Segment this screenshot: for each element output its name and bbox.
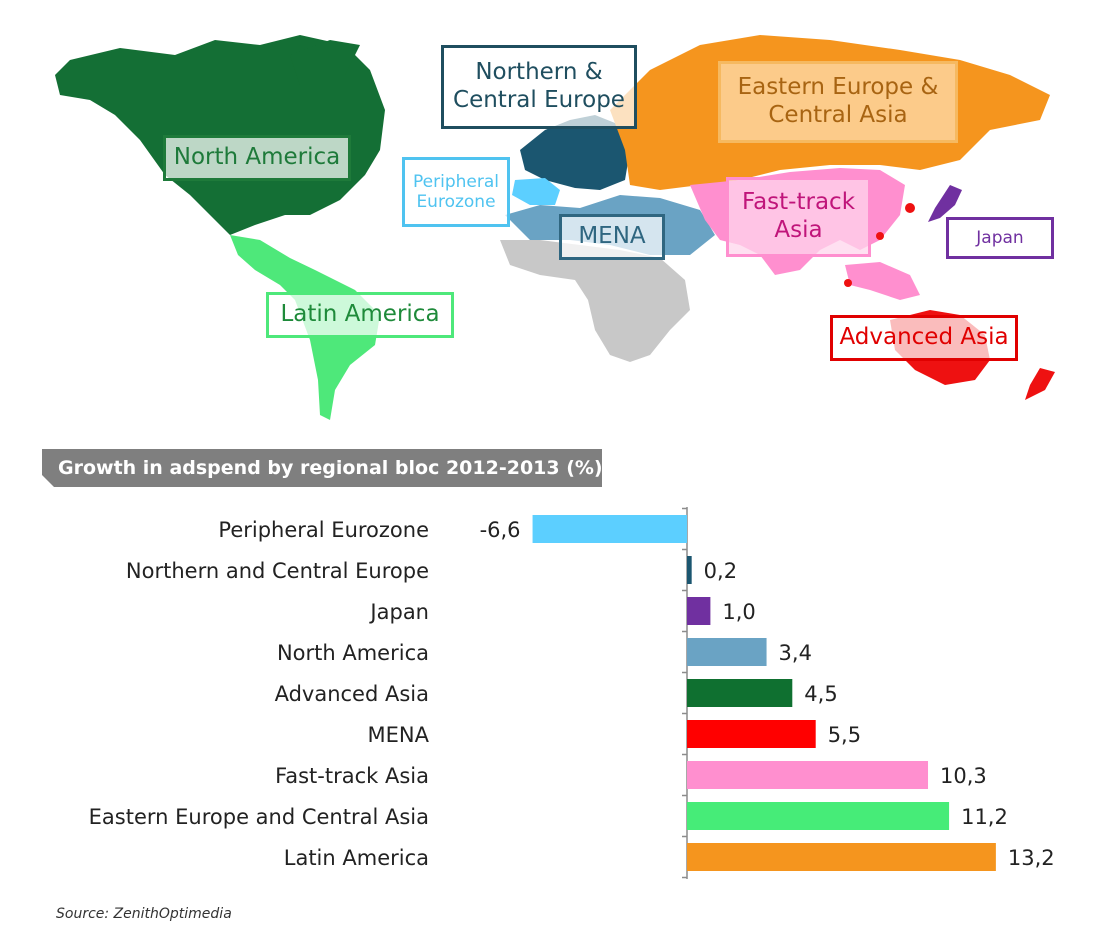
label-japan: Japan bbox=[946, 217, 1054, 259]
category-label: Latin America bbox=[284, 846, 429, 870]
category-label: Japan bbox=[368, 600, 429, 624]
bar-northern-and-central-europe bbox=[687, 556, 692, 584]
bar-chart: Peripheral Eurozone -6,6 Northern and Cent… bbox=[89, 507, 1055, 879]
bar-fast-track-asia bbox=[687, 761, 929, 789]
label-peripheral-eurozone: Peripheral Eurozone bbox=[402, 157, 510, 227]
bar-mena bbox=[687, 720, 816, 748]
region-taiwan bbox=[876, 232, 884, 240]
world-map: Northern & Central Europe Eastern Europe … bbox=[0, 0, 1103, 440]
value-label: 3,4 bbox=[779, 641, 812, 665]
bar-eastern-europe-and-central-asia bbox=[687, 802, 950, 830]
category-label: Fast-track Asia bbox=[275, 764, 429, 788]
region-latin-america bbox=[230, 235, 380, 420]
value-label: 0,2 bbox=[704, 559, 737, 583]
label-latin-america: Latin America bbox=[266, 292, 454, 338]
chart-title: Growth in adspend by regional bloc 2012-… bbox=[58, 457, 603, 479]
bar-japan bbox=[687, 597, 711, 625]
chart-title-banner-shape bbox=[42, 449, 602, 487]
region-southeast-asia bbox=[845, 262, 920, 300]
value-label: 13,2 bbox=[1008, 846, 1055, 870]
value-label: 1,0 bbox=[722, 600, 755, 624]
label-eastern-europe-central-asia: Eastern Europe & Central Asia bbox=[718, 61, 958, 143]
bar-north-america bbox=[687, 638, 767, 666]
category-label: Peripheral Eurozone bbox=[218, 518, 429, 542]
region-singapore bbox=[844, 279, 852, 287]
region-northern-central-europe bbox=[520, 115, 630, 190]
label-northern-central-europe: Northern & Central Europe bbox=[441, 45, 637, 129]
region-korea bbox=[905, 203, 915, 213]
value-label: 5,5 bbox=[828, 723, 861, 747]
bar-advanced-asia bbox=[687, 679, 793, 707]
region-greenland bbox=[290, 40, 360, 95]
region-peripheral-eurozone bbox=[512, 178, 560, 205]
region-new-zealand bbox=[1025, 368, 1055, 400]
label-advanced-asia: Advanced Asia bbox=[830, 315, 1018, 361]
region-japan bbox=[928, 185, 962, 222]
category-label: Advanced Asia bbox=[275, 682, 429, 706]
label-north-america: North America bbox=[163, 135, 351, 181]
bar-latin-america bbox=[687, 843, 996, 871]
source-note: Source: ZenithOptimedia bbox=[56, 906, 232, 922]
bar-peripheral-eurozone bbox=[532, 515, 687, 543]
value-label: 4,5 bbox=[804, 682, 837, 706]
category-label: North America bbox=[277, 641, 429, 665]
category-label: Eastern Europe and Central Asia bbox=[89, 805, 429, 829]
region-africa bbox=[500, 240, 690, 362]
category-label: Northern and Central Europe bbox=[126, 559, 429, 583]
chart-title-banner: Growth in adspend by regional bloc 2012-… bbox=[42, 449, 603, 487]
label-mena: MENA bbox=[559, 214, 665, 260]
label-fast-track-asia: Fast-track Asia bbox=[726, 177, 871, 257]
value-label: 10,3 bbox=[940, 764, 987, 788]
value-label: 11,2 bbox=[961, 805, 1008, 829]
category-label: MENA bbox=[368, 723, 430, 747]
value-label: -6,6 bbox=[480, 518, 521, 542]
